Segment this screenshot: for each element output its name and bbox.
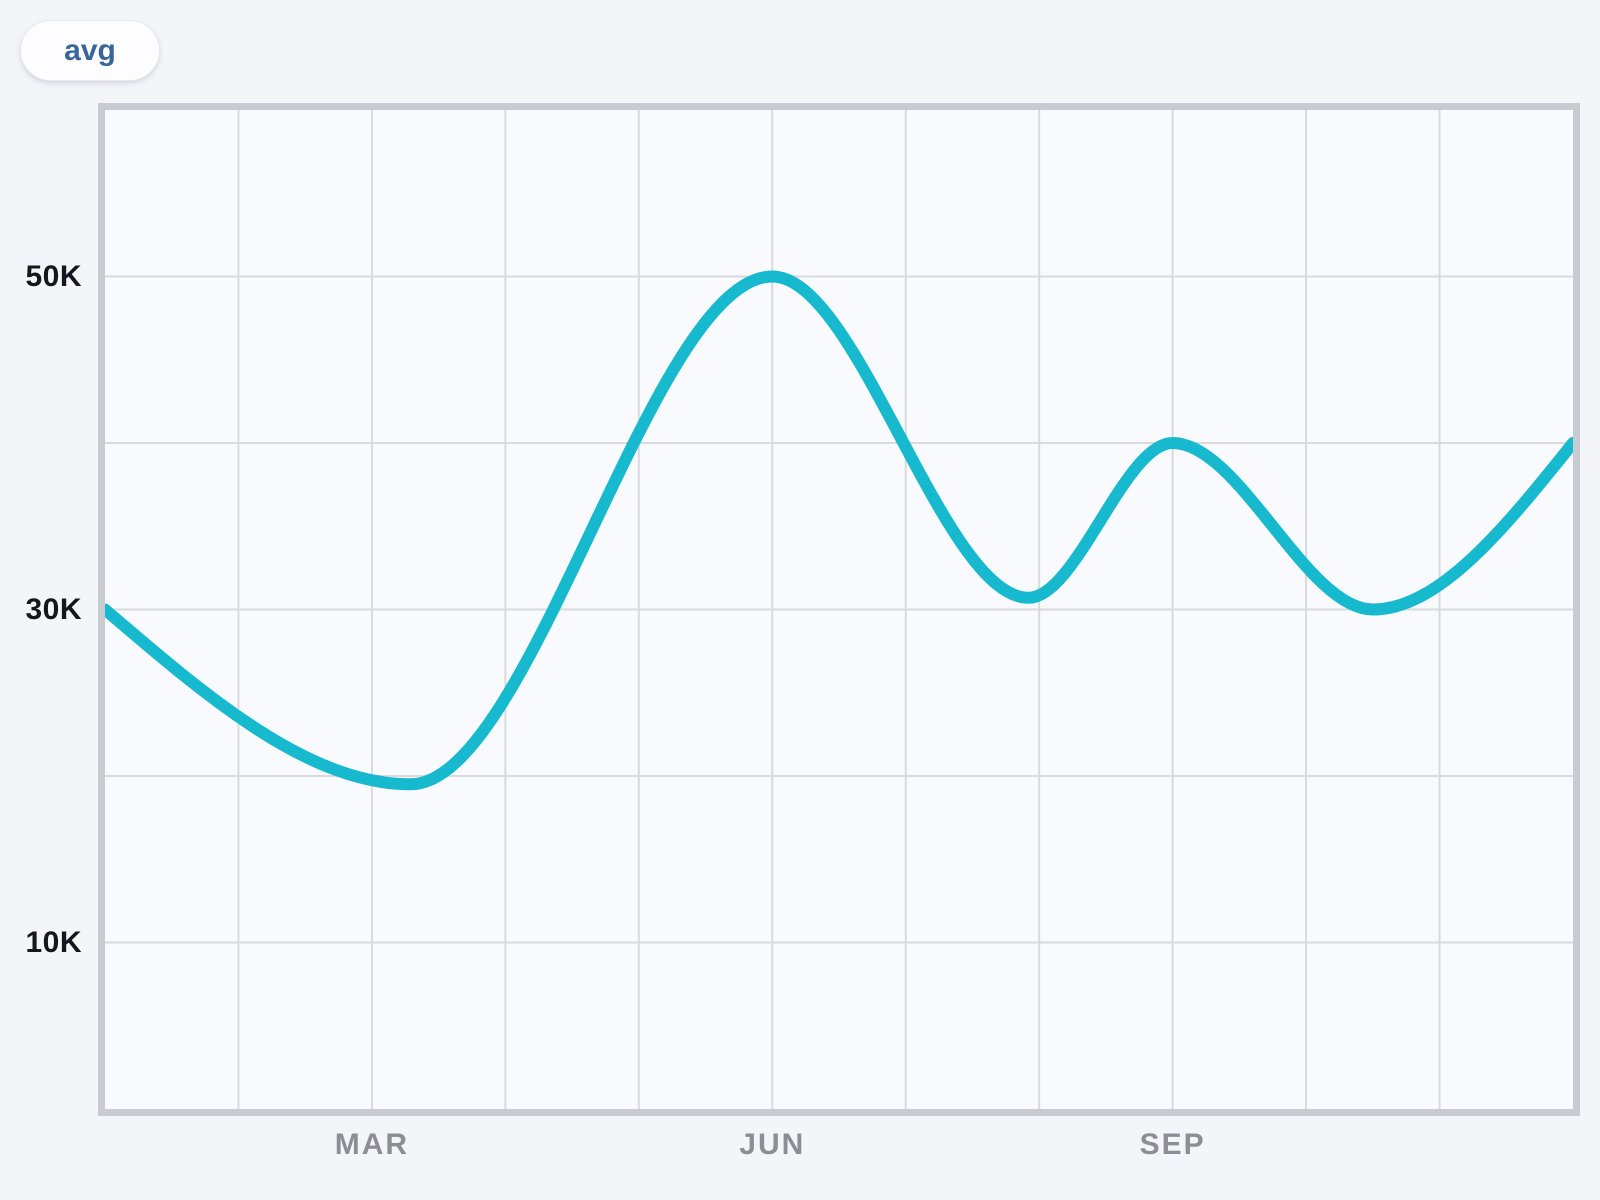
x-tick-label: SEP	[1139, 1128, 1206, 1161]
plot-area	[98, 103, 1580, 1116]
y-tick-label: 10K	[25, 925, 82, 959]
y-tick-label: 30K	[25, 592, 82, 626]
x-tick-label: JUN	[739, 1128, 806, 1161]
line-chart-svg	[105, 110, 1573, 1109]
y-tick-label: 50K	[25, 259, 82, 293]
avg-line-series	[105, 270, 1573, 791]
avg-legend-button[interactable]: avg	[20, 20, 160, 81]
x-tick-label: MAR	[334, 1128, 410, 1161]
